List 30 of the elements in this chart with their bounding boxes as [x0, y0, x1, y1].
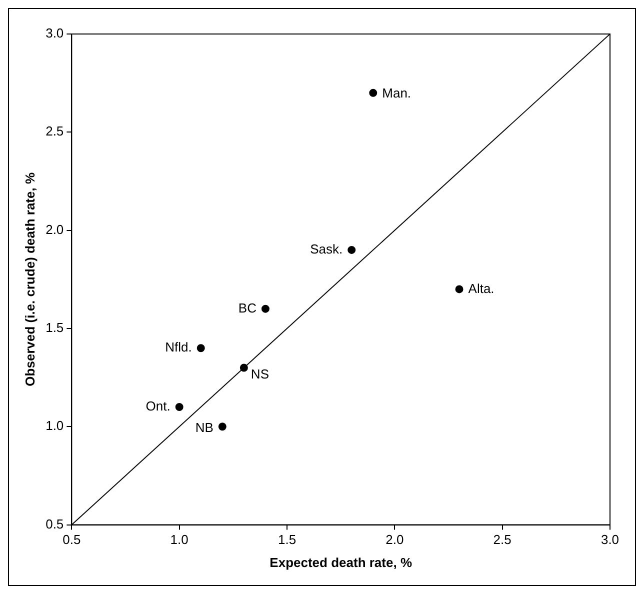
annotation: Ont.	[146, 398, 170, 414]
annotation: Alta.	[468, 280, 494, 296]
x-tick-label: 0.5	[62, 532, 81, 548]
point	[348, 246, 356, 254]
point	[369, 88, 378, 97]
y-tick-label: 1.0	[46, 418, 64, 434]
x-tick-label: 2.0	[386, 532, 404, 548]
x-axis-title: Expected death rate, %	[270, 554, 412, 570]
point	[240, 364, 248, 372]
annotation: Nfld.	[165, 340, 192, 355]
y-tick-label: 0.5	[46, 516, 64, 532]
x-tick-label: 1.0	[170, 532, 188, 548]
y-axis-title: Observed (i.e. crude) death rate, %	[22, 172, 38, 386]
point	[196, 344, 205, 352]
annotation: BC	[238, 300, 256, 316]
x-tick-label: 3.0	[600, 532, 620, 548]
point	[261, 304, 270, 313]
x-tick-label: 1.5	[278, 532, 296, 548]
y-tick-label: 3.0	[46, 26, 64, 41]
y-tick-label: 2.0	[46, 222, 64, 237]
annotation: Sask.	[310, 242, 343, 257]
y-tick-label: 1.5	[46, 320, 64, 336]
point	[455, 285, 464, 294]
x-tick-label: 2.5	[493, 532, 512, 548]
point	[175, 403, 184, 412]
annotation: NB	[195, 420, 214, 436]
point	[218, 422, 226, 431]
annotation: Man.	[382, 85, 412, 100]
y-tick-label: 2.5	[46, 124, 64, 139]
annotation: NS	[250, 366, 270, 382]
